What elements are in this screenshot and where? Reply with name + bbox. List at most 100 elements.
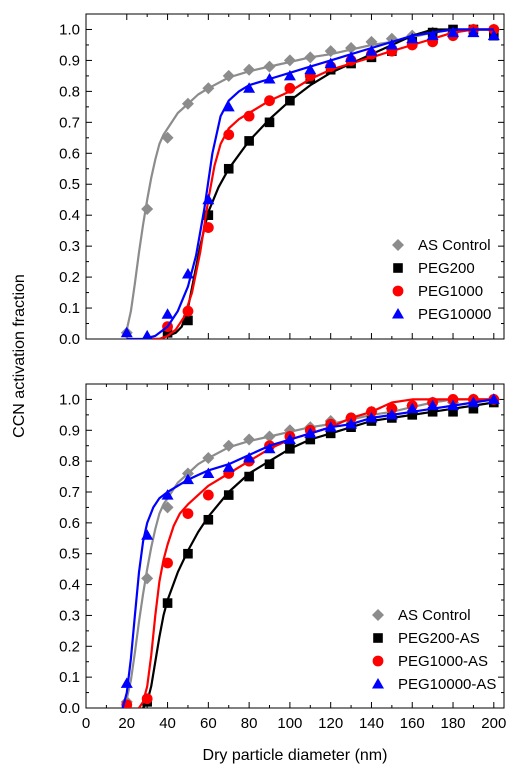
legend-label: PEG200 <box>418 260 475 277</box>
plot-frame <box>85 383 505 709</box>
y-tick-label: 1.0 <box>59 391 80 408</box>
data-point <box>141 529 154 540</box>
x-tick-label: 140 <box>359 715 384 732</box>
series-peg10000 <box>120 26 500 339</box>
data-point <box>161 308 174 319</box>
data-point <box>264 117 275 128</box>
data-point <box>222 461 235 472</box>
data-point <box>162 598 173 608</box>
data-point <box>487 29 500 41</box>
y-tick-label: 0.2 <box>59 638 80 655</box>
data-point <box>264 95 275 107</box>
data-point <box>426 29 439 41</box>
data-point <box>202 489 214 501</box>
data-point <box>222 439 235 452</box>
data-point <box>182 508 194 519</box>
x-tick-label: 60 <box>200 715 217 732</box>
data-point <box>181 473 194 485</box>
x-tick-label: 200 <box>481 715 506 732</box>
data-point <box>203 514 214 525</box>
chart-panel-top: 0.0 0.1 0.2 0.3 0.4 0.5 0.6 0.7 0.8 0.9 1.0 AS Cont… <box>59 13 505 348</box>
data-point <box>183 548 193 559</box>
data-point <box>406 32 419 44</box>
legend-marker <box>372 655 384 667</box>
data-point <box>120 677 133 688</box>
data-point <box>427 406 438 417</box>
y-tick-label: 0.0 <box>59 331 80 348</box>
y-tick-label: 0.1 <box>59 300 80 317</box>
x-axis-label: Dry particle diameter (nm) <box>203 747 388 764</box>
data-point <box>407 410 418 420</box>
data-point <box>447 399 460 411</box>
data-point <box>385 38 398 50</box>
data-point <box>304 51 317 64</box>
data-point <box>304 63 317 75</box>
data-point <box>365 45 378 56</box>
x-tick-label: 100 <box>277 715 302 732</box>
x-tick-label: 180 <box>441 715 466 732</box>
data-point <box>283 69 296 81</box>
data-point <box>467 396 480 408</box>
data-point <box>283 433 296 445</box>
series-peg10000-as <box>120 393 500 708</box>
data-point <box>162 557 173 569</box>
legend: AS Control PEG200-AS PEG1000-AS PEG10000-AS <box>372 607 496 693</box>
y-axis-label: CCN activation fraction <box>11 274 28 438</box>
data-point <box>304 427 317 438</box>
legend-label: PEG200-AS <box>398 630 480 647</box>
x-tick-label: 160 <box>400 715 425 732</box>
data-point <box>285 444 295 454</box>
data-point <box>324 45 337 58</box>
data-point <box>406 402 419 414</box>
data-point <box>202 222 214 233</box>
data-point <box>181 97 194 110</box>
y-tick-label: 0.3 <box>59 238 80 255</box>
data-point <box>222 69 235 82</box>
data-point <box>161 489 174 500</box>
data-point <box>345 42 358 55</box>
y-tick-label: 0.8 <box>59 453 80 470</box>
y-tick-label: 0.3 <box>59 607 80 624</box>
legend-label: PEG10000-AS <box>398 676 496 693</box>
data-point <box>243 110 255 122</box>
y-tick-label: 0.9 <box>59 52 80 69</box>
x-tick-label: 120 <box>318 715 343 732</box>
data-point <box>283 54 296 67</box>
data-point <box>202 467 215 478</box>
x-tick-label: 40 <box>159 715 176 732</box>
y-tick-label: 0.4 <box>59 577 80 594</box>
data-point <box>263 430 276 443</box>
data-point <box>467 26 480 38</box>
legend-label: AS Control <box>418 237 491 254</box>
data-point <box>447 26 460 38</box>
data-point <box>243 82 256 93</box>
data-point <box>448 406 458 417</box>
data-point <box>161 501 174 514</box>
y-tick-label: 0.5 <box>59 546 80 563</box>
data-point <box>222 100 235 112</box>
data-point <box>263 442 276 454</box>
y-tick-label: 0.2 <box>59 269 80 286</box>
chart-panel-bottom: 0.0 0.1 0.2 0.3 0.4 0.5 0.6 0.7 0.8 0.9 1.0 0 20 40 60… <box>59 383 506 732</box>
data-point <box>202 82 215 95</box>
data-point <box>263 60 276 73</box>
legend-marker <box>392 285 404 297</box>
y-tick-label: 0.7 <box>59 484 80 501</box>
legend-marker <box>373 633 383 643</box>
data-point <box>487 393 500 404</box>
plot-frame <box>85 13 505 340</box>
x-tick-label: 0 <box>82 715 90 732</box>
y-tick-label: 1.0 <box>59 21 80 38</box>
data-point <box>141 693 153 705</box>
data-point <box>365 35 378 48</box>
data-point <box>488 24 500 35</box>
data-point <box>141 203 154 215</box>
data-point <box>120 326 133 338</box>
data-point <box>264 459 275 470</box>
y-tick-label: 0.4 <box>59 207 80 224</box>
data-point <box>385 408 398 420</box>
data-point <box>162 328 173 338</box>
data-point <box>183 315 193 326</box>
y-tick-label: 0.1 <box>59 669 80 686</box>
